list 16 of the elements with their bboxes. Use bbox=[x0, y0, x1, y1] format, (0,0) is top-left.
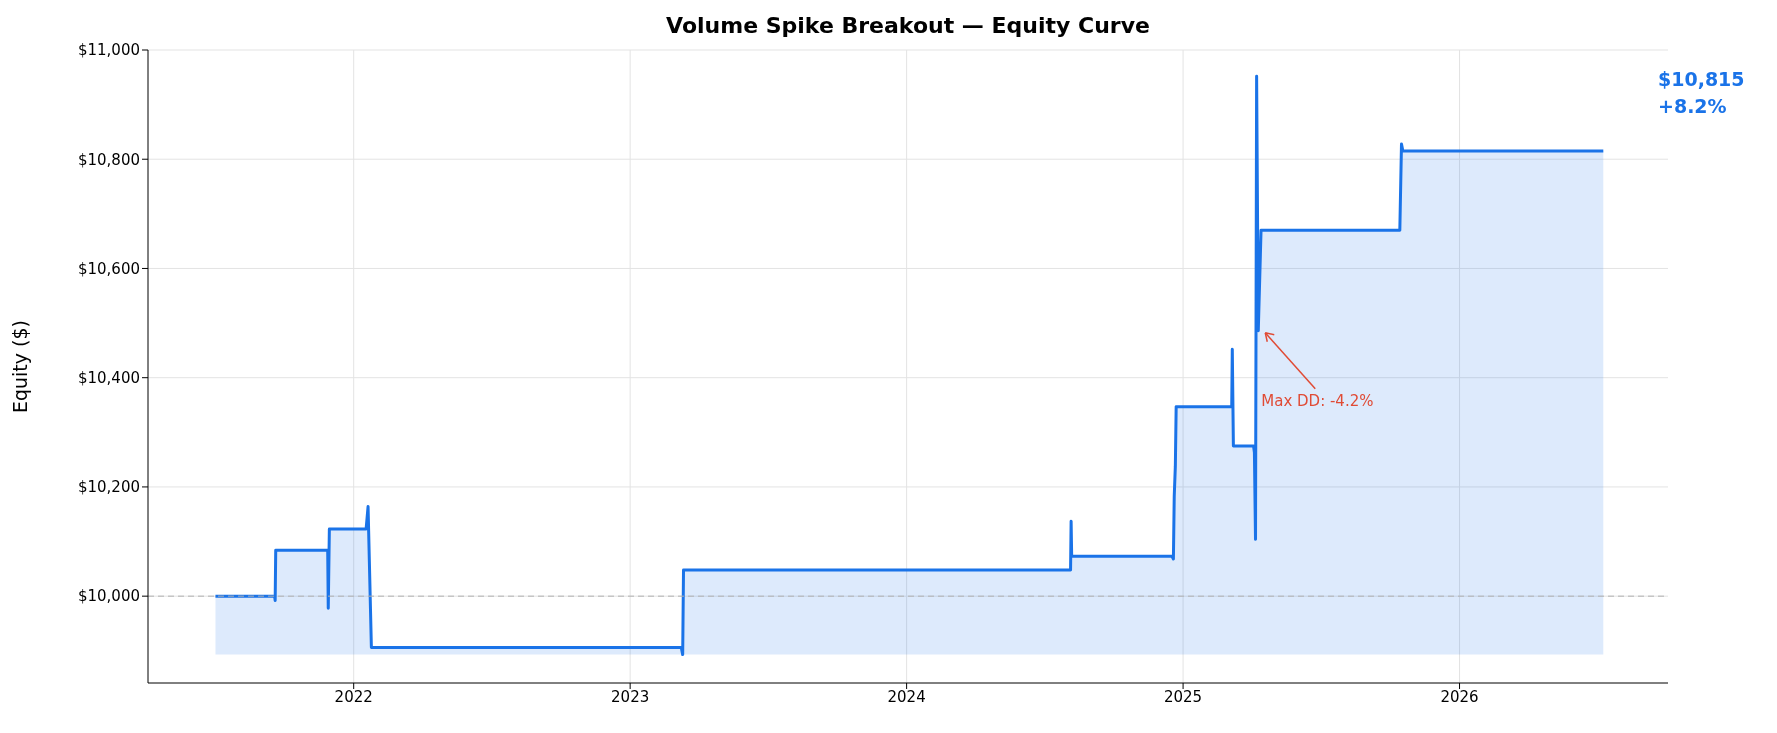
annotation: $10,815 bbox=[1658, 68, 1745, 90]
x-tick-label: 2026 bbox=[1440, 687, 1479, 706]
y-tick-label: $11,000 bbox=[77, 41, 140, 60]
annotation: Max DD: -4.2% bbox=[1261, 391, 1374, 410]
y-tick-label: $10,400 bbox=[77, 369, 140, 388]
y-axis-title: Equity ($) bbox=[8, 319, 31, 414]
y-tick-label: $10,800 bbox=[77, 150, 140, 169]
annotation: +8.2% bbox=[1658, 95, 1727, 117]
y-tick-label: $10,200 bbox=[77, 478, 140, 497]
x-tick-label: 2024 bbox=[887, 687, 926, 706]
x-tick-label: 2022 bbox=[334, 687, 373, 706]
y-tick-label: $10,600 bbox=[77, 259, 140, 278]
y-tick-label: $10,000 bbox=[77, 587, 140, 606]
chart-title: Volume Spike Breakout — Equity Curve bbox=[666, 13, 1150, 38]
x-tick-label: 2023 bbox=[611, 687, 650, 706]
x-tick-label: 2025 bbox=[1163, 687, 1203, 706]
